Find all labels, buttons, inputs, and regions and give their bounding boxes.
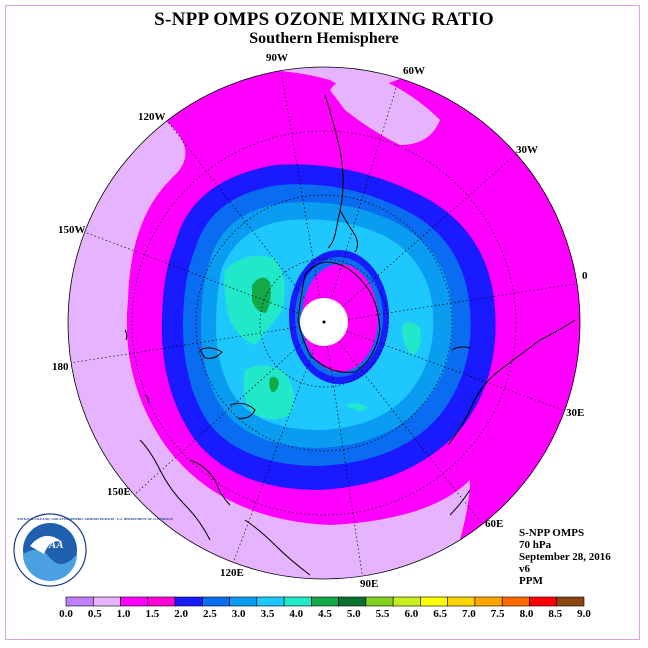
- info-date: September 28, 2016: [519, 551, 611, 563]
- graticule: [69, 67, 580, 579]
- colorbar-tick-label: 5.0: [346, 608, 361, 620]
- colorbar-tick-label: 2.5: [203, 608, 217, 620]
- map-subtitle: Southern Hemisphere: [249, 30, 399, 47]
- noaa-logo: NOAA NATIONAL OCEANIC AND ATMOSPHERIC AD…: [13, 513, 174, 587]
- colorbar-swatch: [92, 596, 121, 607]
- colorbar-tick-label: 9.0: [577, 608, 591, 620]
- colorbar-tick-label: 0.5: [87, 608, 102, 620]
- colorbar-tick-label: 4.0: [289, 608, 304, 620]
- colorbar-swatch: [256, 596, 285, 607]
- colorbar-tick-label: 1.5: [145, 608, 160, 620]
- info-units: PPM: [519, 575, 543, 587]
- noaa-logo-text: NOAA: [32, 539, 64, 551]
- colorbar-tick-label: 4.5: [318, 608, 332, 620]
- info-version: v6: [519, 563, 530, 575]
- lon-label-150e: 150E: [107, 486, 131, 498]
- colorbar-tick-label: 6.0: [404, 608, 419, 620]
- colorbar-swatch: [420, 596, 448, 607]
- lon-label-120e: 120E: [220, 567, 244, 579]
- colorbar-swatch: [147, 596, 176, 607]
- colorbar-swatch: [447, 596, 476, 607]
- colorbar-tick-label: 2.0: [174, 608, 188, 620]
- colorbar-tick-label: 6.5: [433, 608, 447, 620]
- lon-label-60e: 60E: [485, 518, 503, 530]
- colorbar-swatch: [365, 596, 394, 607]
- colorbar-swatch: [65, 596, 94, 607]
- colorbar-tick-label: 5.5: [375, 608, 390, 620]
- colorbar-swatch: [120, 596, 149, 607]
- colorbar-swatch: [392, 596, 421, 607]
- lon-label-60w: 60W: [403, 65, 425, 77]
- figure-frame: [5, 5, 640, 640]
- colorbar-swatch: [338, 596, 367, 607]
- noaa-logo-ring-text: NATIONAL OCEANIC AND ATMOSPHERIC ADMINIS…: [17, 517, 174, 521]
- lon-label-120w: 120W: [138, 111, 166, 123]
- colorbar-swatch: [474, 596, 503, 607]
- lon-label-30e: 30E: [566, 407, 584, 419]
- map-boundary: [67, 66, 581, 580]
- lon-label-150w: 150W: [58, 224, 86, 236]
- coastlines: [124, 94, 576, 576]
- colorbar-swatch: [229, 596, 258, 607]
- colorbar-tick-label: 8.5: [548, 608, 563, 620]
- colorbar-swatch: [529, 596, 558, 607]
- longitude-labels: 90W 60W 30W 0 30E 60E 90E 120E 150E 180 …: [52, 52, 588, 590]
- south-pole-marker: [322, 320, 326, 324]
- lon-label-30w: 30W: [516, 144, 538, 156]
- colorbar-swatch: [501, 596, 530, 607]
- info-instrument: S-NPP OMPS: [519, 527, 585, 539]
- map-title: S-NPP OMPS OZONE MIXING RATIO: [154, 9, 494, 30]
- lon-label-180: 180: [52, 361, 69, 373]
- colorbar-tick-label: 0.0: [59, 608, 73, 620]
- colorbar-tick-label: 1.0: [116, 608, 131, 620]
- colorbar-tick-label: 3.0: [231, 608, 246, 620]
- colorbar-tick-label: 8.0: [519, 608, 534, 620]
- colorbar-swatch: [283, 596, 312, 607]
- colorbar-tick-label: 7.0: [462, 608, 476, 620]
- lon-label-90e: 90E: [360, 578, 378, 590]
- colorbar-swatch: [202, 596, 230, 607]
- colorbar-swatch: [174, 596, 203, 607]
- lon-label-0: 0: [582, 270, 588, 282]
- colorbar-swatch: [556, 596, 585, 607]
- info-level: 70 hPa: [519, 539, 552, 551]
- color-scale-bar: [65, 596, 585, 607]
- colorbar-swatch: [311, 596, 339, 607]
- lon-label-90w: 90W: [266, 52, 288, 64]
- colorbar-tick-label: 7.5: [490, 608, 505, 620]
- colorbar-tick-label: 3.5: [260, 608, 275, 620]
